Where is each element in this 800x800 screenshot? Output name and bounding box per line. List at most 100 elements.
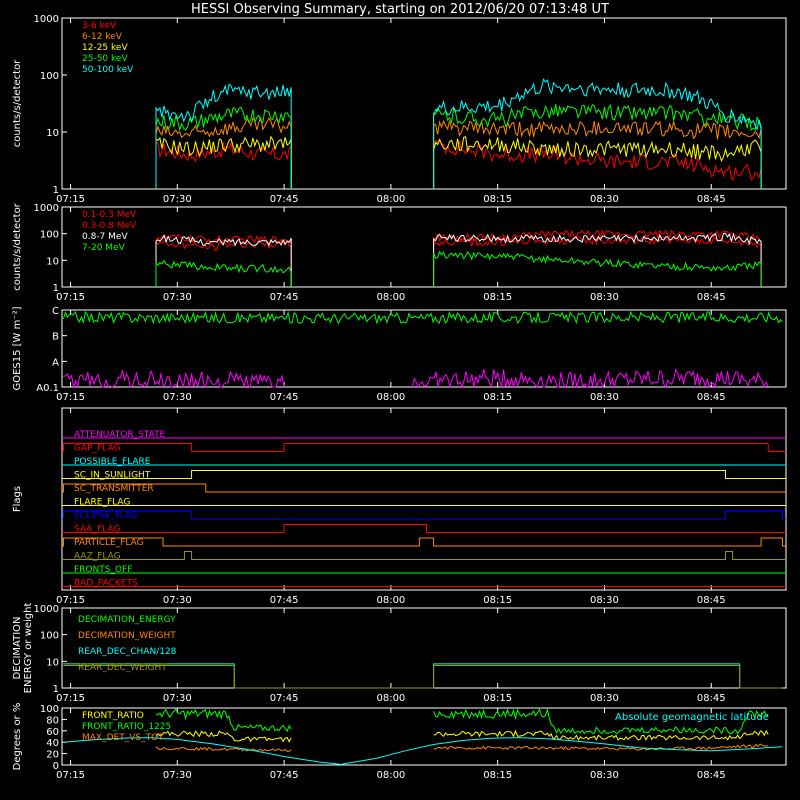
x-tick-label: 07:45 [270,194,299,205]
y-tick-label: C [52,306,59,317]
x-tick-label: 07:30 [163,693,192,704]
y-tick-label: 100 [40,631,59,642]
series-line-3 [433,135,762,189]
panel-2: 1 10 100 1000 counts/s/detector 07:15 07:30 07:… [12,202,787,303]
x-tick-label: 08:45 [697,693,726,704]
y-tick-label: 40 [46,738,59,749]
y-tick-label: A [52,357,59,368]
panel-frame [61,707,787,766]
series-line-4 [63,737,783,765]
flag-line [62,443,786,452]
series-line-2 [433,119,762,189]
y-tick-label: 20 [46,750,59,761]
flag-label: AAZ_FLAG [74,552,121,562]
annotation-label: Absolute geomagnetic latitude [615,712,769,723]
legend-entry: DECIMATION_WEIGHT [78,631,176,641]
x-tick-label: 07:45 [270,392,299,403]
x-tick-label: 08:15 [483,392,512,403]
flag-line [62,537,786,547]
x-tick-label: 08:00 [376,693,405,704]
flag-line [62,470,786,479]
series-line-1 [433,229,762,287]
flag-label: POSSIBLE_FLARE [74,457,151,467]
panel-frame [61,206,787,288]
x-tick-label: 08:45 [697,770,726,781]
series-line-4 [433,250,762,287]
flag-label: GAP_FLAG [74,444,120,454]
series-line-2 [155,116,292,189]
legend-entry: MAX_DET_VS_TOT [82,733,164,743]
legend-entry: 0.1-0.3 MeV [82,210,137,220]
x-tick-label: 07:30 [163,595,192,606]
y-tick-label: 60 [46,727,59,738]
legend-entry: 25-50 keV [82,54,128,64]
series-line-2 [411,368,769,389]
series-line-5 [155,83,292,189]
series-line-3 [155,234,292,287]
series-line-3 [155,746,292,752]
series-line-5 [433,78,762,189]
panel-frame [61,309,787,388]
x-tick-label: 08:30 [590,392,619,403]
series-line-2 [433,707,769,735]
flag-label: ATTENUATOR_STATE [74,430,166,440]
y-tick-label: 10 [46,256,59,267]
y-tick-label: 0 [53,761,59,772]
y-tick-label: A0.1 [36,383,59,394]
y-tick-label: 10 [46,128,59,139]
y-tick-label: B [52,332,59,343]
panel-4: Flags 07:15 07:30 07:45 08:00 08:15 08:30 08:45… [12,407,787,606]
flag-line [62,483,786,493]
y-tick-label: 1000 [34,604,59,615]
series-line-3 [63,663,783,689]
legend-entry: 0.8-7 MeV [82,232,128,242]
y-axis-label: counts/s/detector [12,59,23,147]
x-tick-label: 08:15 [483,770,512,781]
flag-label: SAA_FLAG [74,525,120,535]
y-axis-label: counts/s/detector [12,202,23,290]
y-tick-label: 10 [46,657,59,668]
y-tick-label: 1000 [34,14,59,25]
x-tick-label: 08:30 [590,693,619,704]
flag-label: PARTICLE_FLAG [74,538,144,548]
x-tick-label: 07:45 [270,693,299,704]
x-tick-label: 07:30 [163,392,192,403]
flag-label: SC_IN_SUNLIGHT [74,471,151,481]
series-line-3 [155,135,292,189]
x-tick-label: 08:45 [697,595,726,606]
series-line-3 [433,232,762,287]
x-tick-label: 08:45 [697,194,726,205]
x-tick-label: 07:45 [270,595,299,606]
legend-entry: 3-6 keV [82,21,117,31]
y-tick-label: 100 [40,71,59,82]
y-tick-label: 100 [40,704,59,715]
panel-1: 1 10 100 1000 counts/s/detector 07:15 07:30 07:… [12,14,787,205]
x-tick-label: 08:30 [590,595,619,606]
flag-label: FLARE_FLAG [74,498,130,508]
x-tick-label: 08:15 [483,292,512,303]
x-tick-label: 08:45 [697,292,726,303]
legend-entry: FRONT_RATIO [82,711,144,721]
y-axis-label: Flags [12,486,23,512]
series-line-2 [63,369,285,389]
panel-frame [61,407,787,591]
panel-5: 1 10 100 1000 DECIMATION ENERGY or weight 07:1… [12,603,787,704]
y-axis-label: Degrees or % [12,703,23,771]
legend-entry: 50-100 keV [82,65,134,75]
x-tick-label: 08:00 [376,595,405,606]
panel-3: A0.1 A B C GOES15 [W m⁻²] 07:15 07:30 07:45 08:0… [12,306,787,403]
x-tick-label: 08:15 [483,693,512,704]
y-tick-label: 100 [40,230,59,241]
x-tick-label: 08:00 [376,194,405,205]
x-tick-label: 08:30 [590,770,619,781]
legend-entry: REAR_DEC_WEIGHT [78,663,167,673]
x-tick-label: 08:30 [590,194,619,205]
y-tick-label: 1 [53,185,59,196]
flag-line [62,551,786,560]
flag-label: FRONTS_OFF [74,565,132,575]
flag-line [62,510,786,520]
x-tick-label: 07:45 [270,770,299,781]
series-line-4 [63,665,783,689]
